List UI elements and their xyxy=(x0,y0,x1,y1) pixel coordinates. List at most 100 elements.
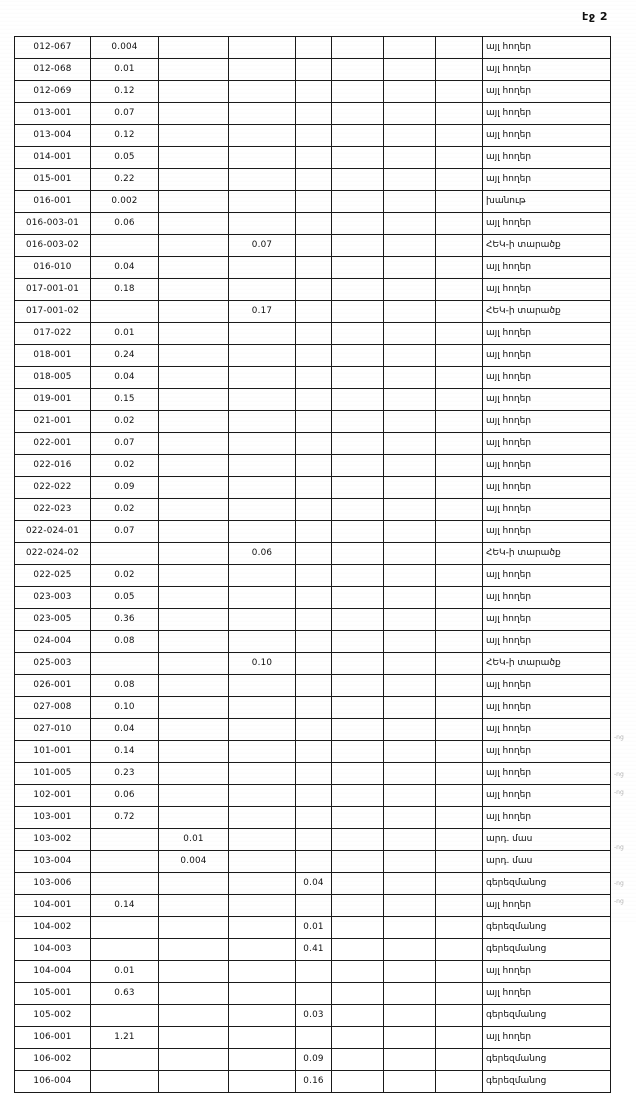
cell-parcel-code: 018-001 xyxy=(14,344,91,367)
cell-area-col-3 xyxy=(228,806,296,829)
cell-empty-col-1 xyxy=(331,894,384,917)
cell-area-col-3 xyxy=(228,256,296,279)
cell-area-col-2 xyxy=(158,58,229,81)
cell-empty-col-3 xyxy=(435,1070,483,1093)
cell-empty-col-2 xyxy=(383,454,436,477)
cell-parcel-code: 016-003-01 xyxy=(14,212,91,235)
cell-area-col-4 xyxy=(295,146,332,169)
cell-area-col-4 xyxy=(295,850,332,873)
cell-area-col-3: 0.17 xyxy=(228,300,296,323)
cell-area-col-3 xyxy=(228,124,296,147)
cell-area-col-2 xyxy=(158,124,229,147)
cell-parcel-code: 025-003 xyxy=(14,652,91,675)
cell-land-use: այլ հողեր xyxy=(482,344,611,367)
cell-area-col-2: 0.01 xyxy=(158,828,229,851)
cell-area-col-1: 0.04 xyxy=(90,718,159,741)
cell-area-col-2 xyxy=(158,454,229,477)
cell-empty-col-3 xyxy=(435,982,483,1005)
cell-land-use: ՀԵԿ-ի տարածք xyxy=(482,234,611,257)
cell-area-col-4 xyxy=(295,806,332,829)
cell-empty-col-3 xyxy=(435,1004,483,1027)
cell-area-col-4 xyxy=(295,542,332,565)
cell-empty-col-2 xyxy=(383,1070,436,1093)
cell-empty-col-1 xyxy=(331,498,384,521)
cell-empty-col-2 xyxy=(383,938,436,961)
cell-empty-col-1 xyxy=(331,740,384,763)
page-number-label: էջ 2 xyxy=(582,10,608,23)
table-row: 012-068 0.01 այլ հողեր xyxy=(14,58,611,81)
cell-empty-col-3 xyxy=(435,36,483,59)
cell-area-col-1 xyxy=(90,542,159,565)
cell-area-col-1: 0.04 xyxy=(90,256,159,279)
margin-note: -ոց xyxy=(614,880,624,888)
cell-area-col-2 xyxy=(158,960,229,983)
cell-empty-col-2 xyxy=(383,256,436,279)
cell-empty-col-1 xyxy=(331,652,384,675)
cell-empty-col-2 xyxy=(383,36,436,59)
cell-area-col-4 xyxy=(295,718,332,741)
cell-area-col-2 xyxy=(158,388,229,411)
cell-area-col-3 xyxy=(228,410,296,433)
cell-empty-col-2 xyxy=(383,410,436,433)
cell-area-col-2 xyxy=(158,1004,229,1027)
cell-area-col-3 xyxy=(228,102,296,125)
cell-area-col-4 xyxy=(295,190,332,213)
cell-area-col-4 xyxy=(295,278,332,301)
cell-empty-col-1 xyxy=(331,124,384,147)
cell-area-col-3 xyxy=(228,762,296,785)
cell-area-col-1: 0.08 xyxy=(90,630,159,653)
cell-area-col-4 xyxy=(295,498,332,521)
cell-parcel-code: 101-001 xyxy=(14,740,91,763)
cell-area-col-2 xyxy=(158,652,229,675)
cell-area-col-1: 0.06 xyxy=(90,784,159,807)
cell-area-col-1: 0.07 xyxy=(90,432,159,455)
cell-area-col-1: 0.07 xyxy=(90,520,159,543)
cell-area-col-3 xyxy=(228,520,296,543)
table-row: 103-006 0.04 գերեզմանոց xyxy=(14,872,611,895)
cell-empty-col-3 xyxy=(435,1026,483,1049)
table-row: 021-001 0.02 այլ հողեր xyxy=(14,410,611,433)
cell-empty-col-3 xyxy=(435,1048,483,1071)
cell-empty-col-2 xyxy=(383,850,436,873)
cell-area-col-4 xyxy=(295,520,332,543)
cell-empty-col-1 xyxy=(331,1048,384,1071)
cell-empty-col-3 xyxy=(435,344,483,367)
cell-land-use: այլ հողեր xyxy=(482,322,611,345)
cell-empty-col-2 xyxy=(383,828,436,851)
cell-area-col-1: 0.01 xyxy=(90,58,159,81)
table-row: 103-001 0.72 այլ հողեր xyxy=(14,806,611,829)
table-row: 022-023 0.02 այլ հողեր xyxy=(14,498,611,521)
cell-land-use: այլ հողեր xyxy=(482,498,611,521)
cell-empty-col-1 xyxy=(331,938,384,961)
cell-empty-col-1 xyxy=(331,366,384,389)
margin-note: -ոց xyxy=(614,843,624,851)
cell-land-use: գերեզմանոց xyxy=(482,916,611,939)
cell-parcel-code: 016-003-02 xyxy=(14,234,91,257)
cell-area-col-3 xyxy=(228,190,296,213)
table-body: 012-067 0.004 այլ հողեր 012-068 0.01 այլ հողե… xyxy=(14,36,611,1093)
cell-area-col-1 xyxy=(90,850,159,873)
cell-parcel-code: 016-001 xyxy=(14,190,91,213)
cell-empty-col-3 xyxy=(435,190,483,213)
cell-area-col-1 xyxy=(90,1048,159,1071)
cell-empty-col-2 xyxy=(383,740,436,763)
cell-empty-col-3 xyxy=(435,80,483,103)
cell-empty-col-3 xyxy=(435,828,483,851)
cell-empty-col-3 xyxy=(435,168,483,191)
cell-parcel-code: 027-010 xyxy=(14,718,91,741)
table-row: 022-016 0.02 այլ հողեր xyxy=(14,454,611,477)
cell-area-col-1 xyxy=(90,872,159,895)
cell-area-col-4 xyxy=(295,256,332,279)
cell-empty-col-3 xyxy=(435,124,483,147)
table-row: 013-001 0.07 այլ հողեր xyxy=(14,102,611,125)
table-row: 104-002 0.01 գերեզմանոց xyxy=(14,916,611,939)
cell-area-col-1: 0.02 xyxy=(90,564,159,587)
cell-land-use: այլ հողեր xyxy=(482,410,611,433)
cell-area-col-1: 0.14 xyxy=(90,894,159,917)
cell-area-col-2 xyxy=(158,344,229,367)
cell-area-col-3 xyxy=(228,718,296,741)
margin-annotations: -ոց -ոց -ոց -ոց -ոց -ոց xyxy=(612,36,636,912)
cell-area-col-3 xyxy=(228,894,296,917)
cell-area-col-1: 0.12 xyxy=(90,124,159,147)
table-row: 024-004 0.08 այլ հողեր xyxy=(14,630,611,653)
